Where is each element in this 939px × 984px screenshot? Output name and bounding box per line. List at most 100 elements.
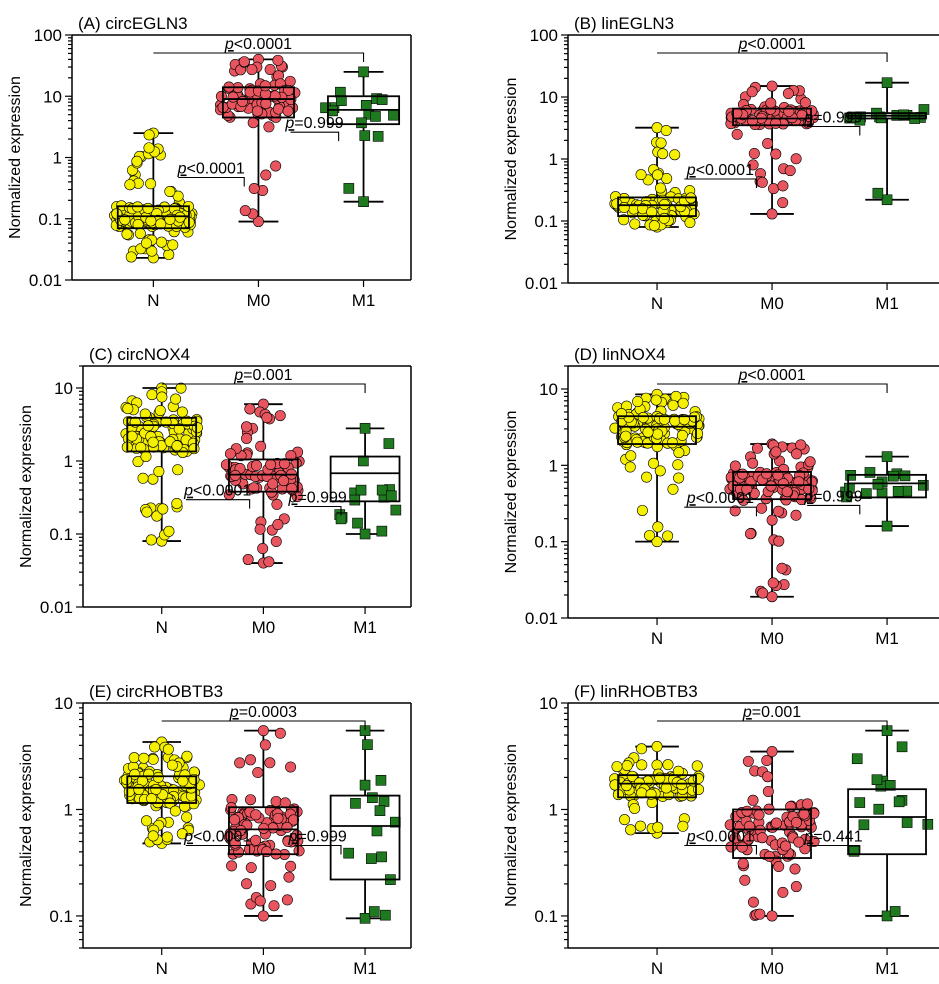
y-tick-label: 0.1 <box>534 212 558 231</box>
data-point <box>871 774 883 786</box>
data-point <box>641 471 653 483</box>
data-point <box>652 521 664 533</box>
box-iqr <box>617 415 697 445</box>
series-m0 <box>724 746 820 922</box>
p-value: =0.001 <box>243 367 292 384</box>
data-point <box>285 450 297 462</box>
y-tick-label: 1 <box>53 149 62 168</box>
series-m0 <box>223 725 305 922</box>
data-point <box>137 472 149 484</box>
y-tick-label: 10 <box>43 87 62 106</box>
bracket-line <box>178 176 245 187</box>
data-point <box>636 759 648 771</box>
data-point <box>343 183 355 194</box>
data-point <box>143 129 155 141</box>
x-tick-label: N <box>147 291 159 310</box>
p-symbol: p <box>224 36 234 53</box>
data-point <box>227 91 239 103</box>
data-point <box>790 509 802 521</box>
x-tick-label: N <box>156 959 168 978</box>
box-iqr <box>732 808 812 859</box>
bracket-line <box>290 131 340 142</box>
data-point <box>896 741 908 753</box>
data-point <box>619 814 631 826</box>
data-point <box>252 216 264 228</box>
data-point <box>636 504 648 516</box>
data-point <box>635 169 647 181</box>
bracket-line <box>185 844 251 855</box>
data-point <box>142 202 154 214</box>
box-iqr <box>228 806 299 856</box>
x-tick-label: M1 <box>875 294 899 313</box>
data-point <box>790 816 802 828</box>
bracket-line <box>684 506 758 517</box>
data-point <box>140 450 152 462</box>
box-iqr <box>617 774 697 799</box>
x-tick-label: M1 <box>875 629 899 648</box>
data-point <box>162 743 174 755</box>
data-point <box>751 442 763 454</box>
chart-panel-f: 0.1 1 10 N M0 M1 Normalized expression (F) linR… <box>503 682 939 978</box>
data-point <box>128 752 140 764</box>
data-point <box>798 808 810 820</box>
box-iqr <box>126 775 198 804</box>
data-point <box>268 900 280 912</box>
data-point <box>753 809 765 821</box>
series-m1 <box>840 451 929 532</box>
data-point <box>858 819 870 831</box>
series-n <box>609 741 705 839</box>
series-m0 <box>215 53 301 228</box>
data-point <box>881 194 893 206</box>
data-point <box>632 396 644 408</box>
p-symbol: p <box>686 829 696 846</box>
series-m0 <box>725 80 819 220</box>
data-point <box>625 450 637 462</box>
significance-bracket: p=0.001 <box>657 704 888 730</box>
series-m1 <box>329 423 402 540</box>
data-point <box>278 475 290 487</box>
data-point <box>245 862 257 874</box>
data-point <box>790 153 802 165</box>
data-point <box>176 406 188 418</box>
data-point <box>146 245 158 257</box>
bracket-line <box>294 844 342 855</box>
data-point <box>851 753 863 765</box>
data-point <box>372 131 384 142</box>
data-point <box>359 913 371 924</box>
data-point <box>776 562 788 574</box>
y-axis-label: Normalized expression <box>18 744 35 907</box>
box-iqr <box>329 455 401 503</box>
data-point <box>770 817 782 829</box>
box-iqr <box>329 794 401 881</box>
data-point <box>132 456 144 468</box>
data-point <box>766 910 778 922</box>
panel-title: (D) linNOX4 <box>574 345 666 364</box>
data-point <box>662 530 674 542</box>
p-value: <0.0001 <box>696 490 754 507</box>
data-point <box>264 757 276 769</box>
p-value-label: p=0.999 <box>803 488 862 505</box>
x-tick-label: M0 <box>252 618 276 637</box>
y-axis-label: Normalized expression <box>18 405 35 568</box>
series-m1 <box>329 725 401 924</box>
data-point <box>352 517 363 529</box>
data-point <box>271 498 283 510</box>
data-point <box>145 215 157 227</box>
data-point <box>241 878 253 890</box>
significance-bracket: p=0.999 <box>803 110 863 136</box>
data-point <box>651 741 663 753</box>
y-tick-label: 0.01 <box>40 598 73 617</box>
p-value-label: p<0.0001 <box>183 483 251 500</box>
data-point <box>279 458 291 470</box>
data-point <box>770 117 782 129</box>
data-point <box>270 535 282 547</box>
data-point <box>149 741 161 753</box>
data-point <box>131 155 143 167</box>
p-value: <0.0001 <box>696 162 754 179</box>
box-iqr <box>732 107 812 127</box>
p-value: <0.0001 <box>187 161 245 178</box>
data-point <box>257 542 269 554</box>
data-point <box>672 459 684 471</box>
data-point <box>737 494 749 506</box>
data-point <box>872 187 884 199</box>
